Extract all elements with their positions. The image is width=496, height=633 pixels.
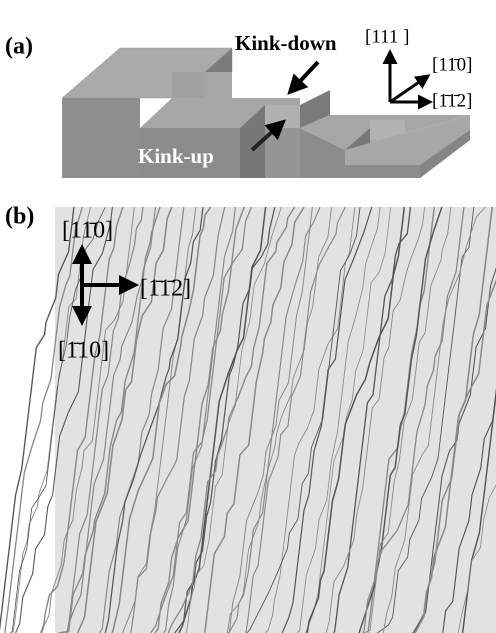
step-line (382, 206, 486, 633)
step-line (377, 206, 475, 633)
step-line (0, 206, 75, 630)
step-line (412, 278, 496, 633)
arrow (250, 119, 286, 152)
axis-label: [1̄1̄2] (432, 90, 472, 111)
step-line (66, 206, 144, 633)
step-line (227, 206, 313, 633)
step-line (226, 206, 332, 633)
step-line (58, 206, 161, 633)
step-line (98, 206, 185, 633)
step-lines (0, 206, 496, 633)
panel-label: (a) (5, 34, 33, 60)
step-line (4, 206, 84, 633)
step-line (40, 206, 124, 633)
panel-label: (b) (5, 204, 34, 230)
step-line (358, 206, 443, 633)
step-line (185, 206, 282, 633)
step-line (265, 206, 356, 633)
step-line (150, 206, 253, 633)
axis-label: [11̄0] (432, 54, 472, 75)
step-line (12, 206, 91, 633)
axis-label: [1̄10] (58, 338, 109, 364)
step-line (296, 206, 381, 633)
arrow (287, 60, 320, 95)
step-line (228, 206, 321, 633)
step-line (246, 206, 361, 633)
step-line (66, 206, 157, 633)
step-line (203, 206, 305, 633)
step-line (174, 206, 276, 633)
step-line (325, 206, 426, 633)
step-line (362, 206, 465, 633)
block-diagram (61, 47, 470, 178)
kink-down-label: Kink-down (235, 31, 337, 55)
step-line (111, 206, 212, 633)
step-line (15, 206, 113, 633)
axis-label: [111 ] (365, 26, 410, 47)
axis-arrow (389, 74, 431, 104)
step-line (411, 267, 496, 633)
step-line (442, 387, 496, 633)
kink-up-label: Kink-up (138, 144, 214, 168)
step-line (167, 206, 296, 633)
step-line (281, 206, 373, 633)
step-line (332, 206, 412, 633)
step-line (154, 206, 245, 633)
step-line (457, 484, 496, 633)
step-line (130, 206, 226, 633)
axis-label: [11̄0] (62, 218, 113, 244)
axis-label: [1̄1̄2] (140, 276, 191, 302)
step-line (306, 206, 406, 633)
step-line (76, 206, 173, 633)
step-line (245, 206, 346, 633)
